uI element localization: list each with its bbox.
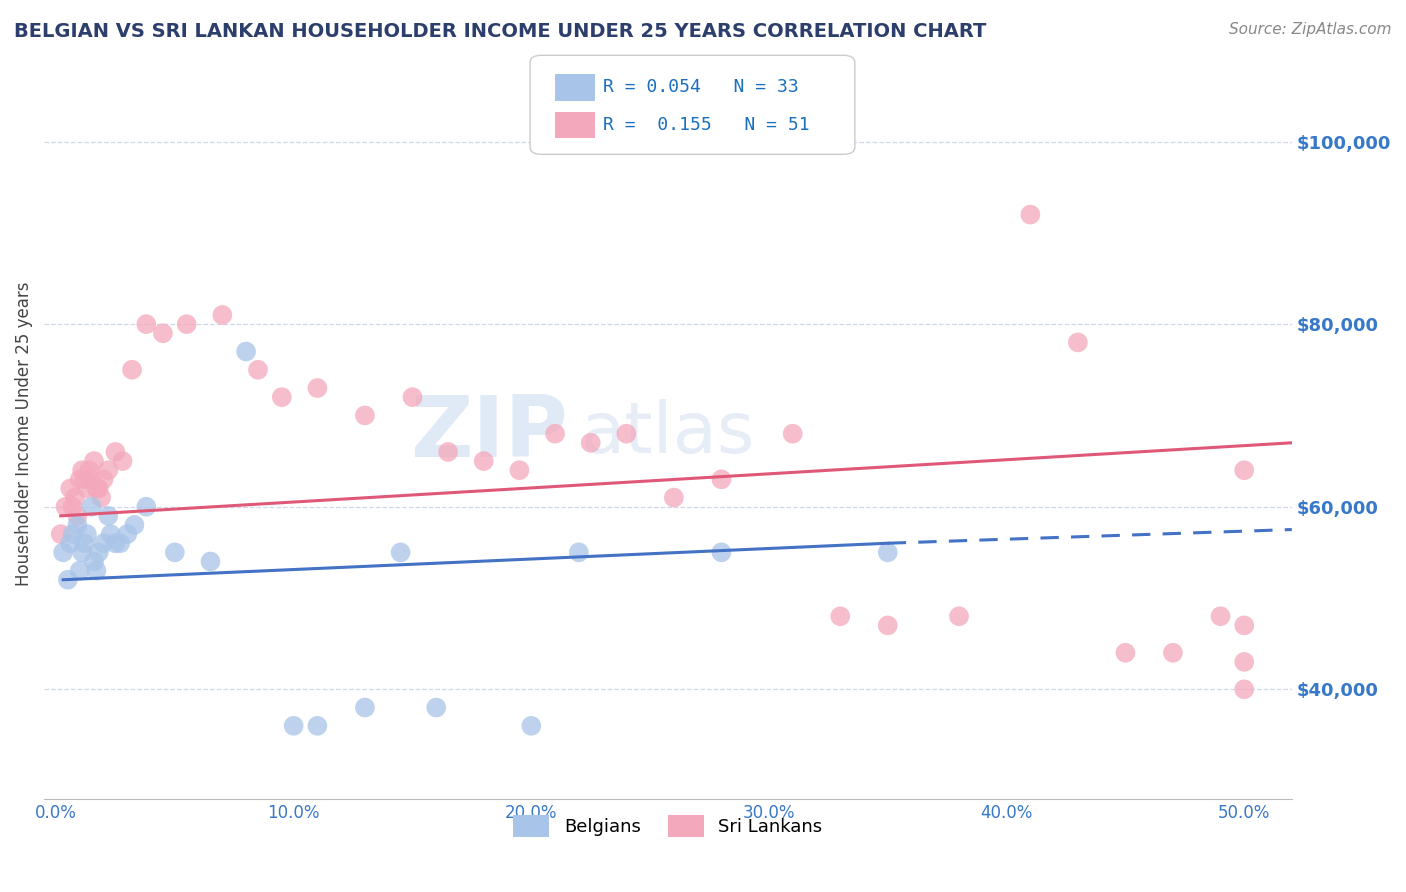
Point [55,500,77,514]
Point [401,390,423,404]
Text: BELGIAN VS SRI LANKAN HOUSEHOLDER INCOME UNDER 25 YEARS CORRELATION CHART: BELGIAN VS SRI LANKAN HOUSEHOLDER INCOME… [14,22,987,41]
Point [97,508,120,523]
Point [437,445,460,459]
Point [70,463,93,477]
Point [876,618,898,632]
Point [77,463,100,477]
Point [1067,335,1090,350]
Point [62,500,84,514]
Point [1161,646,1184,660]
Point [87,545,110,559]
Point [124,518,146,533]
Legend: Belgians, Sri Lankans: Belgians, Sri Lankans [506,808,830,845]
Point [1114,646,1136,660]
Point [235,344,257,359]
Point [307,381,329,395]
Point [307,719,329,733]
Point [52,545,75,559]
Point [59,482,82,496]
Point [710,545,733,559]
Point [163,545,186,559]
Point [66,518,89,533]
Point [1233,682,1256,697]
Point [710,472,733,486]
Point [73,536,96,550]
Point [93,472,115,486]
Point [111,454,134,468]
Point [73,472,96,486]
Point [83,454,105,468]
Point [354,700,377,714]
Point [211,308,233,322]
Point [876,545,898,559]
Point [100,527,122,541]
Point [200,554,222,568]
Point [108,536,131,550]
Point [104,445,127,459]
Point [270,390,292,404]
Point [508,463,530,477]
Point [614,426,637,441]
Point [389,545,412,559]
Point [80,500,103,514]
Point [117,527,139,541]
Point [830,609,852,624]
Point [86,482,108,496]
Point [544,426,567,441]
Point [69,472,91,486]
Point [152,326,174,341]
Point [1233,463,1256,477]
Point [70,545,93,559]
Point [87,482,110,496]
Point [93,536,115,550]
Y-axis label: Householder Income Under 25 years: Householder Income Under 25 years [15,282,32,586]
Point [472,454,495,468]
Point [246,363,269,377]
Text: atlas: atlas [581,400,755,468]
Point [176,317,198,331]
Point [520,719,543,733]
Point [662,491,685,505]
Text: R =  0.155   N = 51: R = 0.155 N = 51 [603,116,810,134]
Point [135,500,157,514]
Point [90,491,112,505]
Point [948,609,970,624]
Point [66,508,89,523]
Point [49,527,72,541]
Point [568,545,591,559]
Point [425,700,447,714]
Point [354,409,377,423]
Point [76,527,98,541]
Point [121,363,143,377]
Point [80,472,103,486]
Point [1233,618,1256,632]
Point [1233,655,1256,669]
Text: R = 0.054   N = 33: R = 0.054 N = 33 [603,78,799,96]
Point [62,527,84,541]
Point [135,317,157,331]
Point [56,573,79,587]
Text: Source: ZipAtlas.com: Source: ZipAtlas.com [1229,22,1392,37]
Text: ZIP: ZIP [411,392,568,475]
Point [782,426,804,441]
Point [104,536,127,550]
Point [83,554,105,568]
Point [63,491,86,505]
Point [579,435,602,450]
Point [1019,208,1042,222]
Point [283,719,305,733]
Point [76,482,98,496]
Point [97,463,120,477]
Point [86,564,108,578]
Point [1209,609,1232,624]
Point [69,564,91,578]
Point [59,536,82,550]
